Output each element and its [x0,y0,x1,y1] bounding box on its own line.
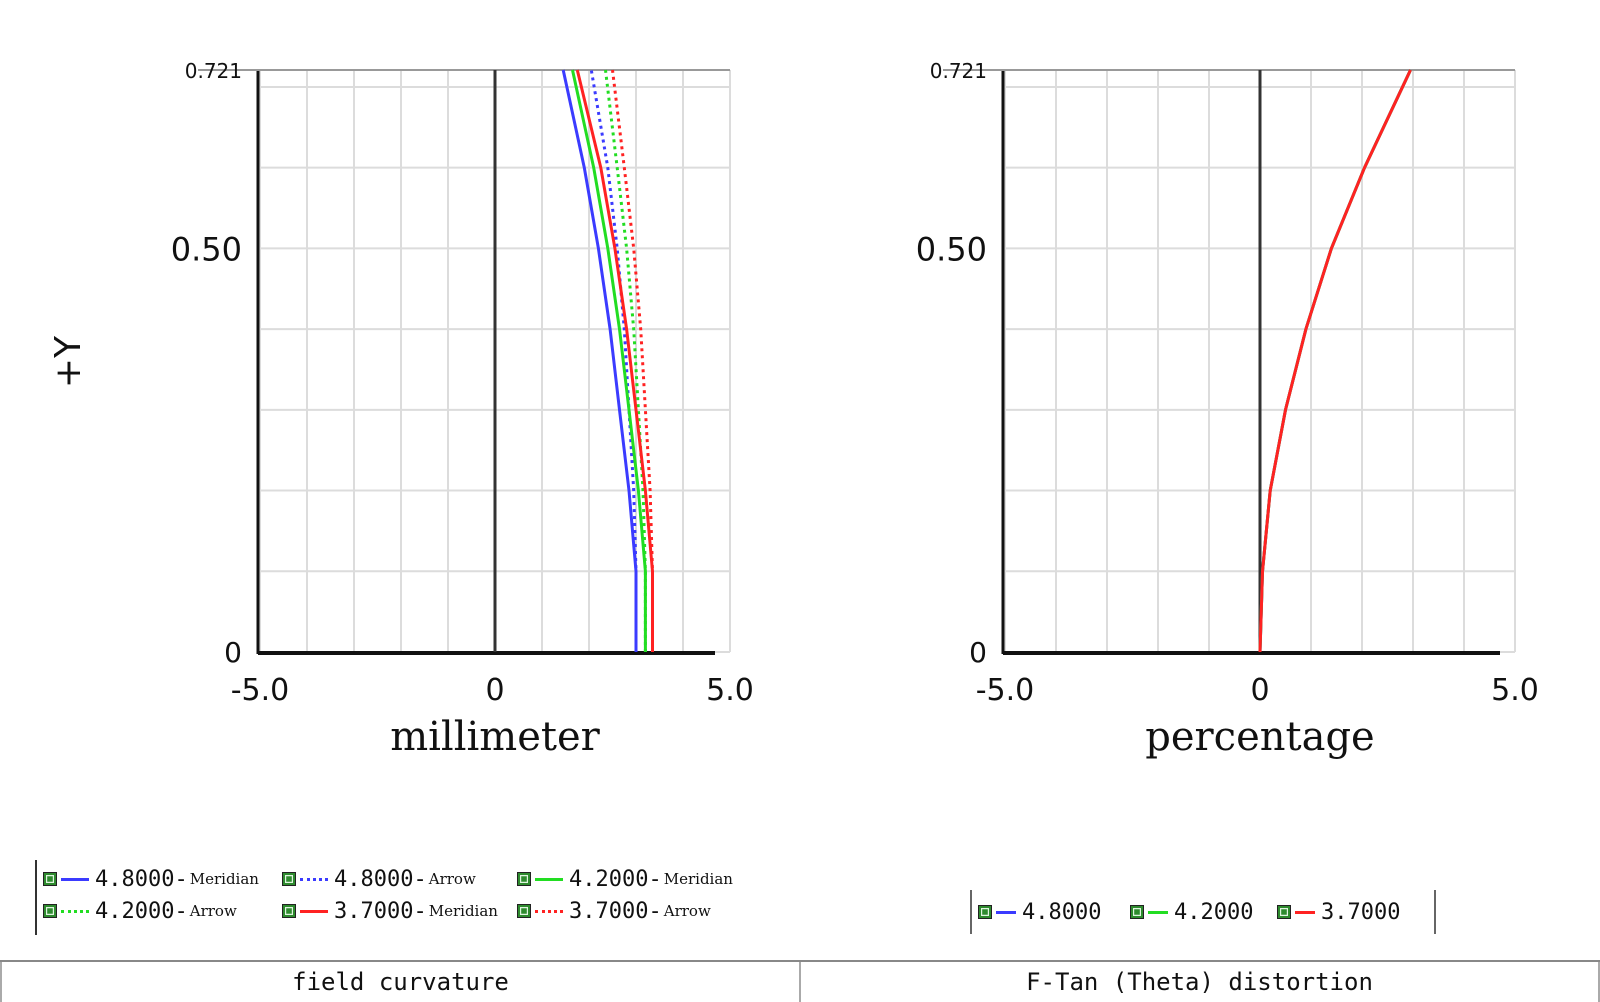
legend-value: 4.2000 [569,866,649,892]
series-line-5 [575,69,654,652]
legend-item[interactable]: 3.7000 - Meridian [282,898,498,924]
x-tick-label: 0 [485,673,504,708]
x-tick-label: 5.0 [1491,673,1539,708]
tab-field-curvature[interactable]: field curvature [0,962,799,1002]
series-line-2 [589,69,638,652]
x-tick-label: -5.0 [976,673,1035,708]
legend-item[interactable]: 4.8000 - Arrow [282,866,476,892]
series-line-4 [604,69,647,652]
legend-kind: Arrow [663,902,711,920]
y-tick-label: 0.50 [171,230,242,268]
checkbox-icon[interactable] [1130,905,1144,919]
checkbox-icon[interactable] [282,904,296,918]
y-tick-label: 0.721 [185,59,242,83]
checkbox-icon[interactable] [978,905,992,919]
distortion-legend: 4.8000 4.2000 3.7000 [970,890,1436,934]
checkbox-icon[interactable] [43,904,57,918]
legend-swatch [1148,910,1168,914]
legend-swatch [61,909,89,913]
chart-2: -5.0 0 5.0 0 0.50 0.721 percentage [916,59,1539,760]
legend-value: 4.2000 [95,898,175,924]
legend-swatch [300,877,328,881]
series-line-1 [561,69,638,652]
series-line-3 [1258,69,1412,653]
y-tick-label: 0.50 [916,230,987,268]
legend-swatch [996,910,1016,914]
legend-separator: - [174,866,188,892]
legend-kind: Meridian [663,870,733,888]
x-tick-label: 0 [1250,673,1269,708]
legend-item[interactable]: 3.7000 - Arrow [517,898,711,924]
y-tick-label: 0 [969,636,987,669]
x-axis-label: millimeter [390,714,600,760]
legend-separator: - [413,898,427,924]
legend-item[interactable]: 4.2000 - Arrow [43,898,237,924]
series-line-3 [571,69,647,652]
series-line-1 [1258,69,1412,653]
y-axis-label: +Y [48,335,89,388]
series-line-6 [611,69,654,652]
y-tick-label: 0.721 [930,59,987,83]
chart-1: -5.0 0 5.0 0 0.50 0.721 millimeter +Y [48,59,754,760]
legend-item[interactable]: 3.7000 [1277,899,1400,925]
legend-value: 4.2000 [1174,899,1254,925]
field-curvature-legend: 4.8000 - Meridian 4.8000 - Arrow 4.2000 … [35,860,777,935]
legend-swatch [535,909,563,913]
tab-distortion[interactable]: F-Tan (Theta) distortion [799,962,1600,1002]
legend-separator: - [174,898,188,924]
legend-kind: Meridian [428,902,498,920]
legend-separator: - [413,866,427,892]
legend-item[interactable]: 4.8000 [978,899,1101,925]
legend-kind: Arrow [428,870,476,888]
legend-item[interactable]: 4.2000 [1130,899,1253,925]
legend-value: 4.8000 [334,866,414,892]
checkbox-icon[interactable] [517,904,531,918]
legend-value: 4.8000 [95,866,175,892]
x-tick-label: 5.0 [706,673,754,708]
legend-separator: - [648,898,662,924]
x-axis-label: percentage [1145,714,1374,760]
legend-value: 4.8000 [1022,899,1102,925]
legend-kind: Meridian [189,870,259,888]
footer-bar: field curvature F-Tan (Theta) distortion [0,960,1600,1002]
legend-separator: - [648,866,662,892]
checkbox-icon[interactable] [1277,905,1291,919]
checkbox-icon[interactable] [43,872,57,886]
legend-swatch [1295,910,1315,914]
legend-item[interactable]: 4.8000 - Meridian [43,866,259,892]
legend-kind: Arrow [189,902,237,920]
legend-value: 3.7000 [569,898,649,924]
y-tick-label: 0 [224,636,242,669]
legend-swatch [300,909,328,913]
plots-area: -5.0 0 5.0 0 0.50 0.721 millimeter +Y -5.0 0 5.0 0 0… [48,59,1539,760]
series-line-2 [1258,69,1412,653]
x-tick-label: -5.0 [231,673,290,708]
legend-swatch [535,877,563,881]
checkbox-icon[interactable] [282,872,296,886]
legend-value: 3.7000 [334,898,414,924]
checkbox-icon[interactable] [517,872,531,886]
legend-value: 3.7000 [1321,899,1401,925]
legend-item[interactable]: 4.2000 - Meridian [517,866,733,892]
legend-swatch [61,877,89,881]
